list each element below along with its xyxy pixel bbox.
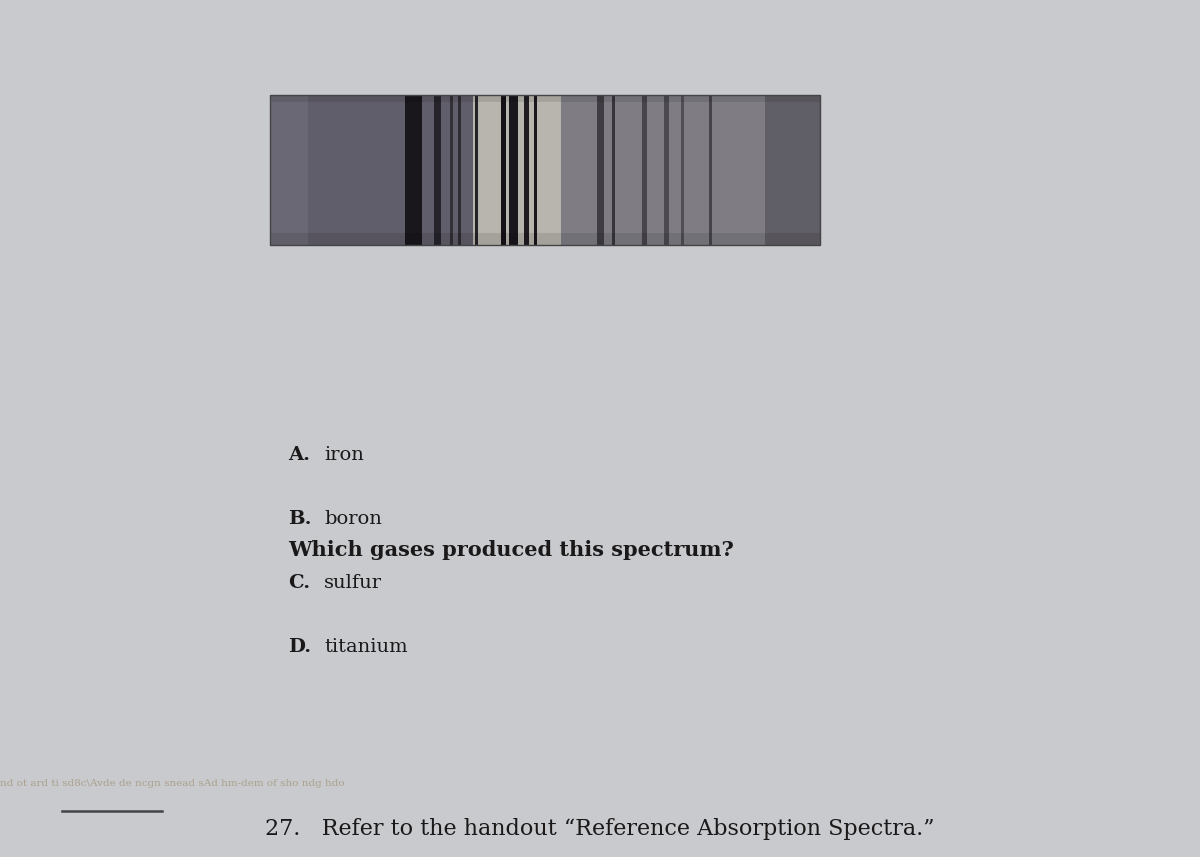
Text: C.: C. xyxy=(288,574,310,592)
Text: B.: B. xyxy=(288,510,312,528)
Text: A.: A. xyxy=(288,446,310,464)
Bar xyxy=(270,95,820,245)
Text: iron: iron xyxy=(324,446,364,464)
Text: nd ot ard ti sd8c\Avde de ncgn snead sAd hm-dem of sho ndg hdo: nd ot ard ti sd8c\Avde de ncgn snead sAd… xyxy=(0,779,344,788)
Text: D.: D. xyxy=(288,638,311,656)
Text: titanium: titanium xyxy=(324,638,408,656)
Text: 27.   Refer to the handout “Reference Absorption Spectra.”: 27. Refer to the handout “Reference Abso… xyxy=(265,818,935,841)
Text: sulfur: sulfur xyxy=(324,574,382,592)
Text: Which gases produced this spectrum?: Which gases produced this spectrum? xyxy=(288,540,734,560)
Text: boron: boron xyxy=(324,510,382,528)
